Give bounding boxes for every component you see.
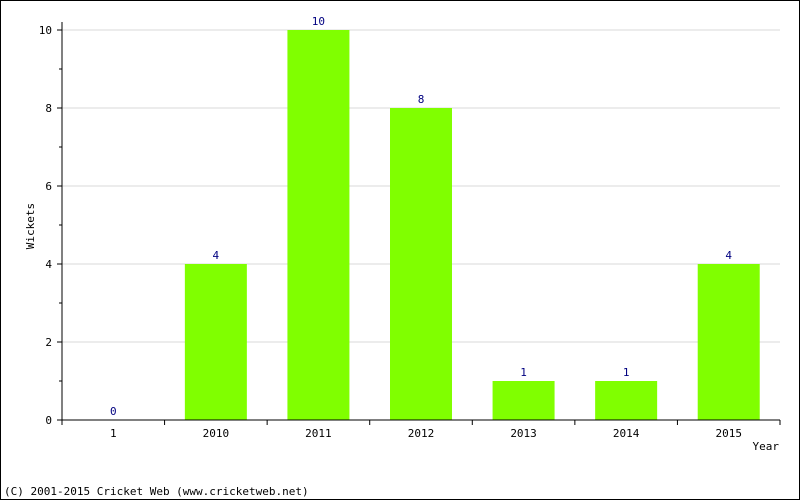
y-tick-label-2: 2 xyxy=(45,336,52,349)
bar-2013 xyxy=(492,381,555,420)
x-tick-label-2012: 2012 xyxy=(408,427,435,440)
data-label-2014: 1 xyxy=(623,366,630,379)
bar-2010 xyxy=(184,264,247,420)
x-tick-label-2014: 2014 xyxy=(613,427,640,440)
x-tick-label-2013: 2013 xyxy=(510,427,537,440)
x-axis-title: Year xyxy=(753,440,780,453)
y-axis-ticks: 0 2 4 6 8 10 xyxy=(39,24,62,427)
bars xyxy=(184,30,760,420)
data-labels: 0 4 10 8 1 1 4 xyxy=(110,15,732,418)
bar-2012 xyxy=(390,108,452,420)
bar-2014 xyxy=(595,381,658,420)
data-label-2010: 4 xyxy=(213,249,220,262)
y-tick-label-10: 10 xyxy=(39,24,52,37)
copyright-footer: (C) 2001-2015 Cricket Web (www.cricketwe… xyxy=(4,485,309,498)
data-label-2013: 1 xyxy=(520,366,527,379)
x-tick-label-1: 1 xyxy=(110,427,117,440)
bar-2015 xyxy=(697,264,760,420)
y-tick-label-4: 4 xyxy=(45,258,52,271)
data-label-1: 0 xyxy=(110,405,117,418)
data-label-2015: 4 xyxy=(725,249,732,262)
y-axis-title: Wickets xyxy=(24,203,37,249)
y-tick-label-0: 0 xyxy=(45,414,52,427)
y-tick-label-6: 6 xyxy=(45,180,52,193)
data-label-2011: 10 xyxy=(312,15,325,28)
x-axis-ticks: 1 2010 2011 2012 2013 2014 2015 xyxy=(61,420,781,440)
axes xyxy=(61,22,780,421)
y-tick-label-8: 8 xyxy=(45,102,52,115)
data-label-2012: 8 xyxy=(418,93,425,106)
bar-2011 xyxy=(287,30,350,420)
x-tick-label-2011: 2011 xyxy=(305,427,332,440)
x-tick-label-2010: 2010 xyxy=(203,427,230,440)
x-tick-label-2015: 2015 xyxy=(715,427,742,440)
